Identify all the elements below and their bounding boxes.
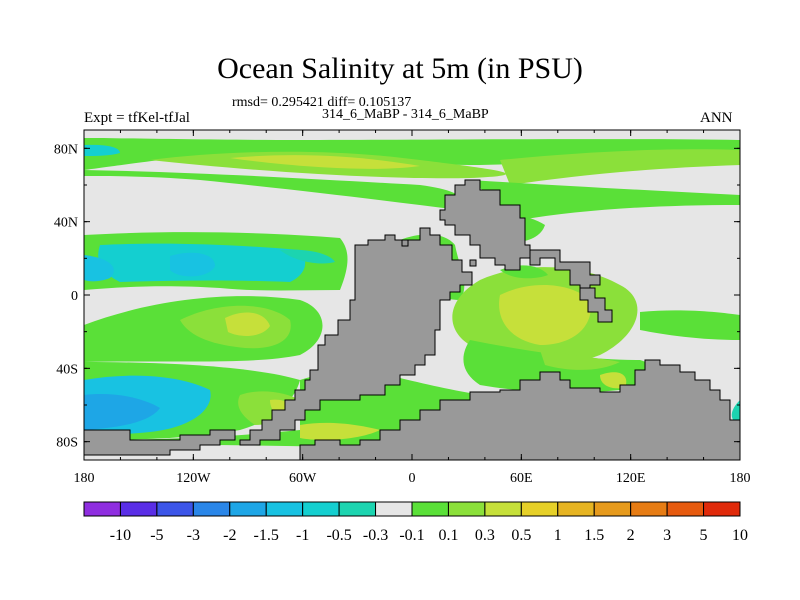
experiment-label: Expt = tfKel-tfJal (84, 110, 190, 126)
colorbar-label: 3 (663, 527, 671, 544)
colorbar-label: -2 (223, 527, 236, 544)
y-tick-label: 80N (54, 142, 78, 157)
colorbar-label: 0.3 (475, 527, 495, 544)
colorbar-swatch (411, 501, 449, 517)
colorbar-label: 1 (554, 527, 562, 544)
colorbar-swatch (703, 501, 741, 517)
colorbar-swatch (156, 501, 194, 517)
y-tick-label: 40S (56, 362, 78, 377)
colorbar-label: -3 (187, 527, 200, 544)
colorbar: -10 -5 -3 -2 -1.5 -1 -0.5 -0.3 -0.1 0.1 0.3 0.5 1 1.5… (83, 501, 748, 544)
colorbar-label: 10 (732, 527, 748, 544)
colorbar-swatch (375, 501, 413, 517)
colorbar-label: 5 (700, 527, 708, 544)
x-tick-label: 120W (176, 471, 211, 486)
axis-ticks: 180 120W 60W 0 60E 120E 180 80N 40N 0 40S 80S (54, 130, 751, 486)
x-tick-label: 180 (730, 471, 751, 486)
colorbar-label: 1.5 (584, 527, 604, 544)
y-tick-label: 40N (54, 216, 78, 231)
colorbar-label: 0.1 (438, 527, 458, 544)
colorbar-swatch (520, 501, 559, 517)
colorbar-swatch (192, 501, 231, 517)
colorbar-swatch (557, 501, 595, 517)
colorbar-label: -5 (150, 527, 163, 544)
colorbar-label: -0.1 (399, 527, 424, 544)
y-tick-label: 80S (56, 436, 78, 451)
chart-title: Ocean Salinity at 5m (in PSU) (217, 52, 583, 85)
x-tick-label: 120E (616, 471, 646, 486)
colorbar-swatch (484, 501, 522, 517)
continents (84, 179, 740, 460)
colorbar-label: -0.3 (363, 527, 388, 544)
colorbar-label: 0.5 (511, 527, 531, 544)
colorbar-swatch (666, 501, 705, 517)
colorbar-swatch (119, 501, 158, 517)
colorbar-label: -0.5 (326, 527, 351, 544)
colorbar-swatch (265, 501, 304, 517)
colorbar-swatch (338, 501, 377, 517)
colorbar-swatch (593, 501, 632, 517)
colorbar-swatch (447, 501, 486, 517)
x-tick-label: 60W (289, 471, 317, 486)
x-tick-label: 180 (74, 471, 95, 486)
colorbar-label: -1.5 (254, 527, 279, 544)
colorbar-label: 2 (627, 527, 635, 544)
y-tick-label: 0 (71, 289, 78, 304)
chart-subtitle: 314_6_MaBP - 314_6_MaBP (322, 107, 489, 122)
colorbar-swatch (229, 501, 267, 517)
colorbar-swatch (630, 501, 668, 517)
x-tick-label: 60E (510, 471, 533, 486)
map-field (84, 130, 740, 460)
stats-line: rmsd= 0.295421 diff= 0.105137 (232, 95, 412, 110)
season-label: ANN (700, 110, 733, 126)
colorbar-swatch (83, 501, 121, 517)
colorbar-label: -1 (296, 527, 309, 544)
x-tick-label: 0 (409, 471, 416, 486)
colorbar-label: -10 (110, 527, 131, 544)
colorbar-swatch (302, 501, 340, 517)
